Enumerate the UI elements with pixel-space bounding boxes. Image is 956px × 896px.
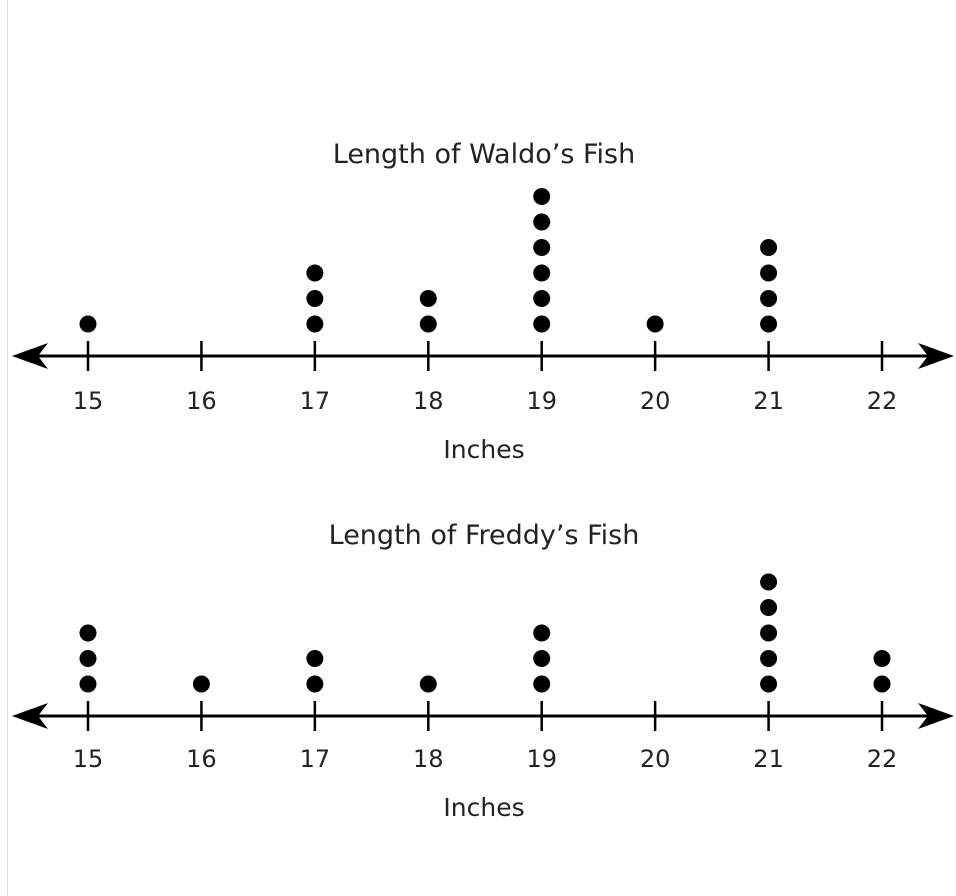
- x-axis-label: Inches: [443, 793, 524, 822]
- dot-plot-2: Length of Freddy’s Fish 15 16 17 18 19 20 21 22 I…: [12, 520, 954, 822]
- tick-label: 18: [413, 745, 444, 773]
- tick-label: 19: [526, 387, 557, 415]
- tick-label: 18: [413, 387, 444, 415]
- chart-title: Length of Waldo’s Fish: [333, 139, 635, 170]
- tick-label: 17: [300, 387, 331, 415]
- tick-label: 22: [867, 745, 898, 773]
- data-dot: [873, 650, 891, 667]
- data-dot: [533, 239, 551, 256]
- data-dot: [760, 599, 778, 616]
- data-dot: [79, 624, 97, 642]
- left-arrow-icon: [12, 703, 48, 729]
- data-dot: [873, 675, 891, 693]
- data-dot: [760, 315, 778, 333]
- left-arrow-icon: [12, 343, 48, 369]
- data-dot: [306, 290, 324, 307]
- data-dot: [419, 315, 437, 333]
- data-dot: [533, 315, 551, 333]
- tick-label: 15: [73, 387, 104, 415]
- data-dot: [760, 650, 778, 667]
- tick-label: 16: [186, 745, 217, 773]
- data-dot: [306, 315, 324, 333]
- data-dot: [533, 650, 551, 667]
- data-dot: [419, 675, 437, 693]
- tick-label: 19: [526, 745, 557, 773]
- data-dot: [760, 573, 778, 591]
- data-dot: [79, 315, 97, 333]
- data-dot: [306, 264, 324, 282]
- left-border: [7, 0, 8, 896]
- data-dot: [533, 188, 551, 205]
- data-dot: [79, 675, 97, 693]
- chart-title: Length of Freddy’s Fish: [329, 520, 640, 551]
- data-dot: [760, 264, 778, 282]
- data-dot: [533, 675, 551, 693]
- right-arrow-icon: [918, 343, 954, 369]
- data-dot: [533, 624, 551, 642]
- data-dot: [646, 315, 664, 333]
- data-dot: [760, 290, 778, 307]
- data-dot: [533, 290, 551, 307]
- data-dot: [533, 264, 551, 282]
- tick-label: 16: [186, 387, 217, 415]
- tick-label: 21: [753, 387, 784, 415]
- tick-label: 15: [73, 745, 104, 773]
- data-dot: [306, 675, 324, 693]
- data-dot: [192, 675, 210, 693]
- data-dot: [419, 290, 437, 307]
- tick-label: 20: [640, 387, 671, 415]
- tick-label: 22: [867, 387, 898, 415]
- x-axis-label: Inches: [443, 435, 524, 464]
- data-dot: [533, 213, 551, 231]
- data-dot: [760, 624, 778, 642]
- right-arrow-icon: [918, 703, 954, 729]
- tick-label: 20: [640, 745, 671, 773]
- tick-label: 17: [300, 745, 331, 773]
- data-dot: [79, 650, 97, 667]
- tick-label: 21: [753, 745, 784, 773]
- dot-plot-1: Length of Waldo’s Fish 15 16 17 18 19 20 21 22 In…: [12, 139, 954, 464]
- data-dot: [760, 239, 778, 256]
- data-dot: [306, 650, 324, 667]
- data-dot: [760, 675, 778, 693]
